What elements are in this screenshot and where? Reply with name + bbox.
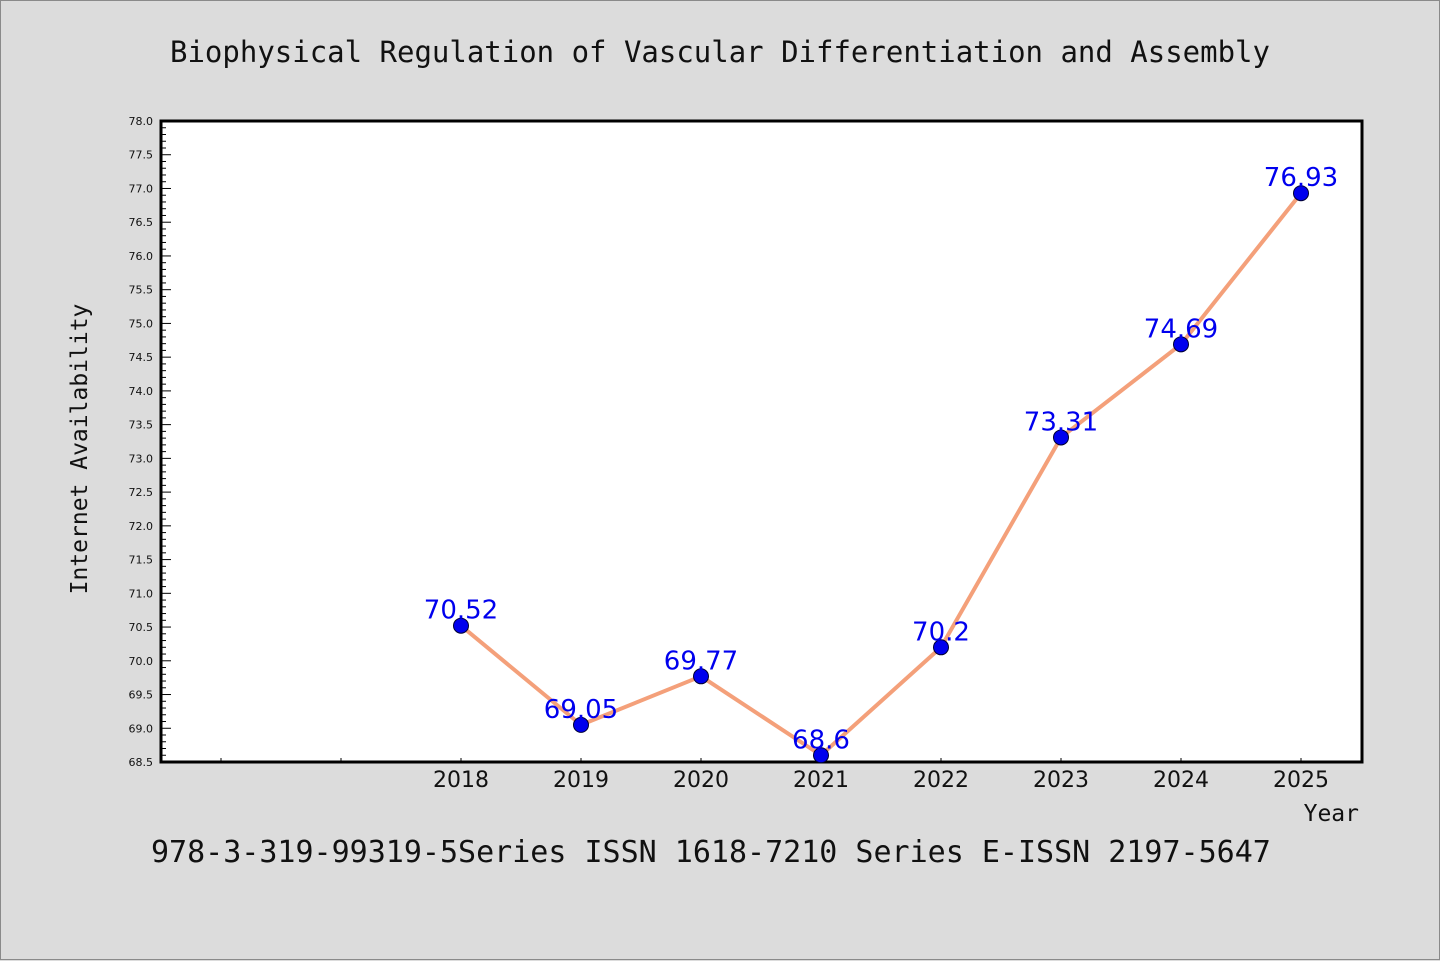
y-tick-label: 72.0 (129, 520, 154, 533)
data-markers (453, 185, 1309, 764)
x-tick-label: 2025 (1273, 768, 1329, 793)
data-point (573, 716, 589, 733)
y-tick-label: 72.5 (129, 486, 154, 499)
data-label: 70.2 (912, 617, 970, 647)
y-tick-label: 75.0 (129, 317, 154, 330)
y-tick-label: 73.0 (129, 452, 154, 465)
data-point (1053, 429, 1069, 446)
x-tick-label: 2019 (553, 768, 609, 793)
data-label: 70.52 (424, 596, 498, 626)
y-tick-label: 77.5 (129, 149, 154, 162)
data-labels: 70.52 69.05 69.77 68.6 70.2 73.31 74.69 76.93 (424, 163, 1338, 755)
x-axis-label: Year (1304, 801, 1359, 827)
data-label: 69.05 (544, 695, 618, 725)
plot-area (159, 119, 1364, 764)
data-label: 68.6 (792, 725, 850, 755)
y-tick-label: 74.5 (129, 351, 154, 364)
x-tick-label: 2020 (673, 768, 729, 793)
y-tick-label: 76.5 (129, 216, 154, 229)
data-point (1293, 185, 1309, 202)
y-tick-label: 71.5 (129, 554, 154, 567)
data-label: 76.93 (1264, 163, 1338, 193)
y-tick-label: 68.5 (129, 756, 154, 769)
data-label: 74.69 (1144, 314, 1218, 344)
x-tick-label: 2022 (913, 768, 969, 793)
data-label: 73.31 (1024, 407, 1098, 437)
data-point (693, 668, 709, 685)
y-tick-label: 75.5 (129, 284, 154, 297)
chart-title: Biophysical Regulation of Vascular Diffe… (170, 35, 1270, 69)
x-axis-ticks: 2018 2019 2020 2021 2022 2023 2024 2025 (220, 758, 1329, 793)
x-tick-label: 2018 (433, 768, 489, 793)
data-point (813, 747, 829, 764)
data-point (453, 617, 469, 634)
x-tick-label: 2021 (793, 768, 849, 793)
x-tick-label: 2023 (1033, 768, 1089, 793)
y-tick-label: 74.0 (129, 385, 154, 398)
y-tick-label: 70.0 (129, 655, 154, 668)
footer-isbn: 978-3-319-99319-5Series ISSN 1618-7210 S… (151, 835, 1271, 870)
y-axis-label: Internet Availability (67, 304, 93, 595)
y-tick-label: 77.0 (129, 182, 154, 195)
y-axis-ticks: 68.5 69.0 69.5 70.0 70.5 71.0 71.5 72.0 72.5 73.0… (129, 115, 154, 769)
y-tick-label: 78.0 (129, 115, 154, 128)
y-tick-label: 76.0 (129, 250, 154, 263)
y-tick-label: 73.5 (129, 419, 154, 432)
data-point (933, 639, 949, 656)
data-point (1173, 336, 1189, 353)
y-tick-label: 69.0 (129, 722, 154, 735)
x-tick-label: 2024 (1153, 768, 1209, 793)
y-tick-label: 69.5 (129, 689, 154, 702)
y-tick-label: 70.5 (129, 621, 154, 634)
data-label: 69.77 (664, 646, 738, 676)
y-minor-ticks (161, 120, 171, 763)
y-tick-label: 71.0 (129, 587, 154, 600)
series-line (459, 191, 1303, 758)
